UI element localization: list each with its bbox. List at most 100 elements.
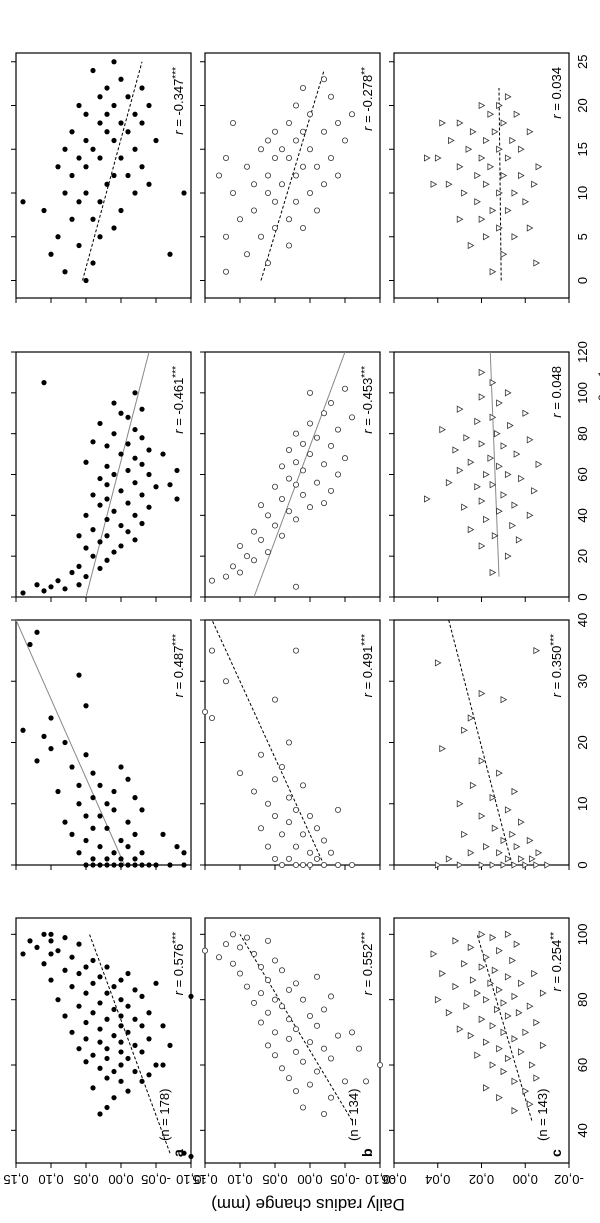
data-point: [491, 966, 499, 974]
panel-frame: [393, 619, 570, 866]
data-point: [118, 207, 124, 214]
x-tick-label: 20: [575, 549, 590, 563]
data-point: [285, 739, 292, 746]
x-tick-label: 60: [575, 467, 590, 481]
data-point: [313, 163, 320, 170]
data-point: [104, 533, 110, 539]
data-point: [250, 528, 257, 535]
data-point: [299, 84, 306, 91]
data-point: [518, 855, 525, 863]
data-point: [320, 128, 327, 135]
panel-a-1: -0,10 -0,05 0,00 0,05 0,10 0,15 r = 0.576*** a (…: [3, 917, 206, 1187]
y-tick-label: 0,00: [513, 1172, 538, 1187]
data-point: [90, 260, 96, 266]
data-point: [97, 1039, 103, 1045]
data-point: [69, 569, 75, 576]
panel-frame: [15, 619, 192, 866]
data-point: [292, 516, 299, 523]
x-axis-title-2: Precipitation (mm): [598, 674, 600, 812]
data-point: [257, 990, 264, 997]
data-point: [83, 277, 89, 284]
data-point: [504, 930, 512, 939]
data-point: [264, 937, 271, 944]
data-point: [533, 1018, 541, 1027]
data-point: [97, 94, 103, 100]
data-point: [132, 795, 138, 801]
data-point: [153, 484, 159, 490]
data-point: [118, 977, 124, 983]
data-point: [500, 861, 508, 869]
data-point: [62, 739, 68, 746]
data-point: [292, 980, 299, 987]
data-point: [489, 568, 497, 577]
data-point: [334, 862, 341, 869]
data-point: [69, 984, 75, 990]
data-point: [76, 242, 82, 249]
data-point: [445, 478, 453, 487]
data-point: [474, 1051, 481, 1059]
panel-frame: [15, 917, 192, 1164]
data-point: [535, 849, 543, 857]
data-point: [76, 672, 82, 678]
data-point: [118, 1062, 124, 1068]
data-point: [327, 487, 334, 494]
regression-line: [260, 70, 325, 281]
data-point: [181, 850, 187, 856]
data-point: [125, 970, 131, 977]
data-point: [529, 855, 536, 863]
data-point: [111, 1033, 117, 1039]
data-point: [483, 180, 490, 188]
data-point: [452, 937, 460, 945]
data-point: [222, 678, 229, 685]
panel-letter: b: [359, 1148, 375, 1157]
data-point: [474, 171, 481, 180]
data-point: [461, 189, 468, 197]
data-point: [500, 999, 508, 1007]
x-tick-label: 20: [575, 735, 590, 749]
data-point: [299, 224, 306, 231]
data-point: [125, 529, 131, 535]
x-tick-label: 40: [575, 508, 590, 522]
data-point: [299, 1058, 306, 1065]
data-point: [513, 110, 521, 118]
data-point: [271, 813, 278, 820]
data-point: [48, 977, 54, 983]
data-point: [236, 542, 243, 549]
data-point: [264, 259, 271, 266]
data-point: [55, 164, 61, 170]
data-point: [285, 446, 292, 453]
data-point: [236, 970, 243, 977]
data-point: [518, 171, 525, 180]
data-point: [104, 557, 110, 563]
data-point: [424, 154, 431, 162]
data-point: [139, 850, 145, 856]
sample-size-label: (n = 143): [535, 1089, 550, 1141]
data-point: [434, 154, 442, 162]
data-point: [76, 782, 82, 788]
data-point: [118, 1049, 124, 1055]
data-point: [522, 1087, 530, 1095]
data-point: [496, 769, 503, 777]
data-point: [48, 931, 54, 937]
data-point: [348, 414, 355, 421]
data-point: [257, 536, 264, 543]
data-point: [118, 76, 124, 82]
data-point: [489, 378, 497, 387]
data-point: [104, 482, 110, 488]
data-point: [306, 1013, 313, 1020]
data-point: [306, 1081, 313, 1088]
data-point: [62, 819, 68, 825]
data-point: [500, 442, 508, 450]
data-point: [292, 1088, 299, 1095]
data-point: [20, 951, 26, 957]
data-point: [62, 935, 68, 941]
data-point: [132, 862, 138, 868]
data-point: [500, 1067, 508, 1076]
data-point: [222, 233, 229, 240]
data-point: [313, 973, 320, 980]
data-point: [264, 189, 271, 196]
data-point: [292, 862, 299, 869]
data-point: [69, 954, 75, 960]
data-point: [491, 532, 499, 540]
data-point: [271, 1029, 278, 1036]
